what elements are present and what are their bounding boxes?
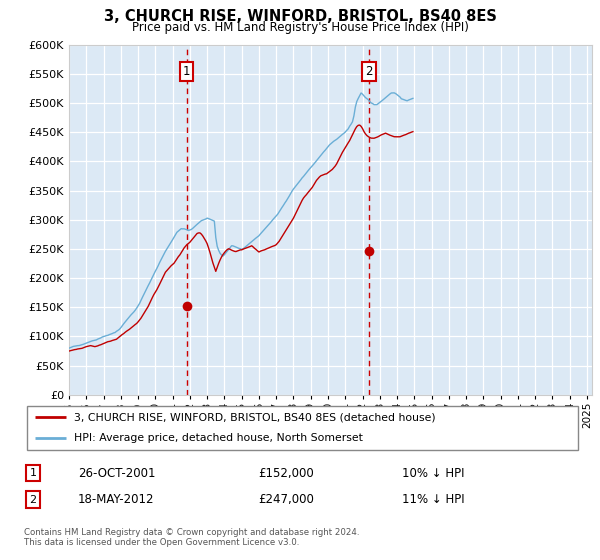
Text: Contains HM Land Registry data © Crown copyright and database right 2024.
This d: Contains HM Land Registry data © Crown c…: [24, 528, 359, 547]
Text: 2: 2: [29, 494, 37, 505]
FancyBboxPatch shape: [27, 406, 578, 450]
Text: 2: 2: [365, 64, 373, 77]
Text: £247,000: £247,000: [258, 493, 314, 506]
Text: 26-OCT-2001: 26-OCT-2001: [78, 466, 155, 480]
Text: 1: 1: [183, 64, 191, 77]
Text: HPI: Average price, detached house, North Somerset: HPI: Average price, detached house, Nort…: [74, 433, 363, 444]
Text: Price paid vs. HM Land Registry's House Price Index (HPI): Price paid vs. HM Land Registry's House …: [131, 21, 469, 34]
Text: 3, CHURCH RISE, WINFORD, BRISTOL, BS40 8ES: 3, CHURCH RISE, WINFORD, BRISTOL, BS40 8…: [104, 9, 496, 24]
Text: 11% ↓ HPI: 11% ↓ HPI: [402, 493, 464, 506]
Text: 3, CHURCH RISE, WINFORD, BRISTOL, BS40 8ES (detached house): 3, CHURCH RISE, WINFORD, BRISTOL, BS40 8…: [74, 412, 436, 422]
Text: £152,000: £152,000: [258, 466, 314, 480]
Text: 18-MAY-2012: 18-MAY-2012: [78, 493, 155, 506]
Text: 10% ↓ HPI: 10% ↓ HPI: [402, 466, 464, 480]
Text: 1: 1: [29, 468, 37, 478]
